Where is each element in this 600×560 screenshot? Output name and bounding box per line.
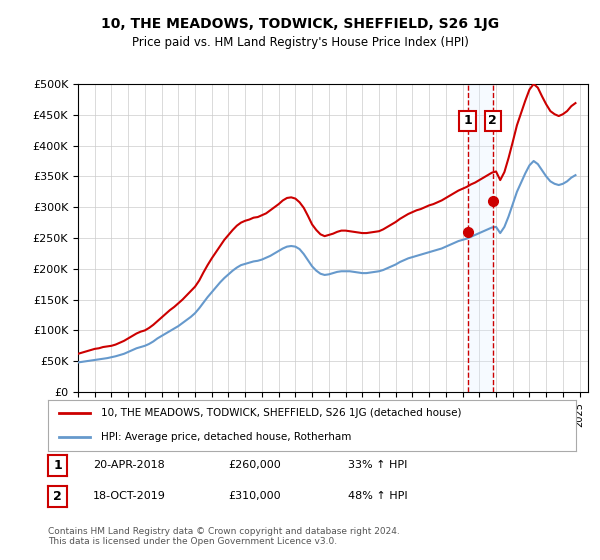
Text: £310,000: £310,000 <box>228 491 281 501</box>
Text: 2: 2 <box>488 114 497 128</box>
Text: 1: 1 <box>53 459 62 472</box>
Text: Contains HM Land Registry data © Crown copyright and database right 2024.
This d: Contains HM Land Registry data © Crown c… <box>48 526 400 546</box>
Text: 33% ↑ HPI: 33% ↑ HPI <box>348 460 407 470</box>
Bar <box>467 84 493 392</box>
Text: 20-APR-2018: 20-APR-2018 <box>93 460 165 470</box>
Text: 10, THE MEADOWS, TODWICK, SHEFFIELD, S26 1JG (detached house): 10, THE MEADOWS, TODWICK, SHEFFIELD, S26… <box>101 408 461 418</box>
Text: 2: 2 <box>53 489 62 503</box>
Text: HPI: Average price, detached house, Rotherham: HPI: Average price, detached house, Roth… <box>101 432 351 442</box>
Text: 1: 1 <box>463 114 472 128</box>
Text: 48% ↑ HPI: 48% ↑ HPI <box>348 491 407 501</box>
Text: 18-OCT-2019: 18-OCT-2019 <box>93 491 166 501</box>
Text: Price paid vs. HM Land Registry's House Price Index (HPI): Price paid vs. HM Land Registry's House … <box>131 36 469 49</box>
Text: 10, THE MEADOWS, TODWICK, SHEFFIELD, S26 1JG: 10, THE MEADOWS, TODWICK, SHEFFIELD, S26… <box>101 17 499 31</box>
Text: £260,000: £260,000 <box>228 460 281 470</box>
